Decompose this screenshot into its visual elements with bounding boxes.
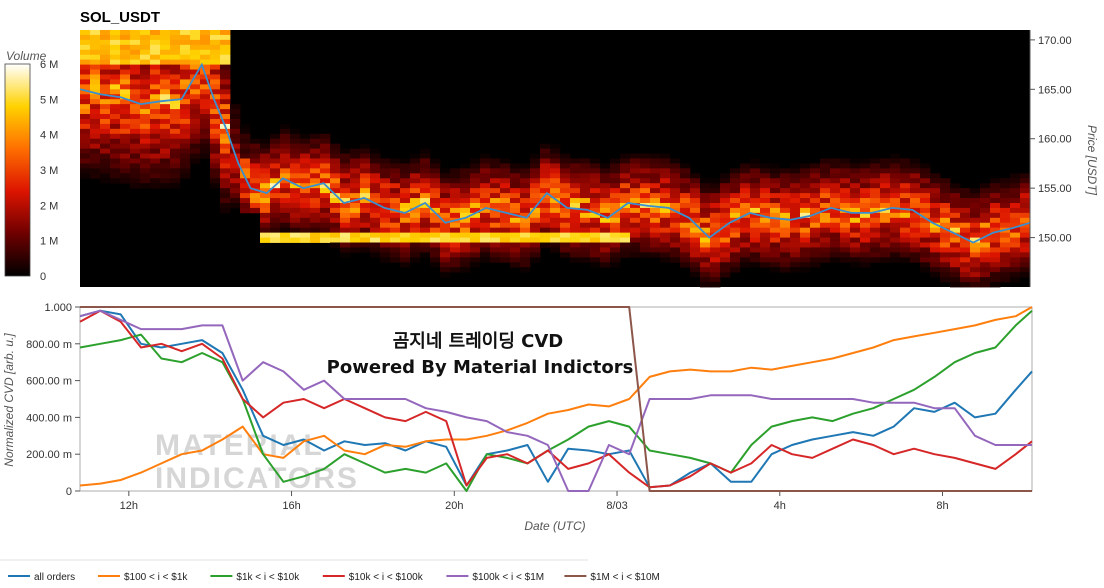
cvd-x-axis-label: Date (UTC) bbox=[524, 519, 585, 533]
price-tick-label: 150.00 bbox=[1038, 233, 1072, 245]
colorbar-tick-label: 0 bbox=[40, 271, 46, 283]
cvd-y-tick-label: 600.00 m bbox=[26, 376, 72, 388]
chart-title: SOL_USDT bbox=[80, 9, 160, 26]
legend: all orders $100 < i < $1k $1k < i < $10k $1… bbox=[0, 559, 660, 583]
colorbar-tick-label: 1 M bbox=[40, 236, 58, 248]
price-axis-label: Price [USDT] bbox=[1085, 125, 1099, 196]
legend-item: $10k < i < $100k bbox=[349, 572, 424, 583]
cvd-y-tick-label: 200.00 m bbox=[26, 449, 72, 461]
colorbar-gradient bbox=[4, 63, 31, 277]
heatmap-panel: 150.00 155.00 160.00 165.00 170.00 bbox=[79, 30, 1072, 288]
colorbar-label: Volume bbox=[6, 49, 47, 63]
annotation-line: Powered By Material Indictors bbox=[327, 357, 634, 378]
cvd-y-tick-label: 400.00 m bbox=[26, 412, 72, 424]
watermark-line: MATERIAL bbox=[155, 429, 324, 462]
legend-item: $100k < i < $1M bbox=[472, 572, 544, 583]
cvd-x-tick-label: 4h bbox=[774, 500, 786, 512]
cvd-y-tick-label: 0 bbox=[66, 486, 72, 498]
volume-colorbar: 0 1 M 2 M 3 M 4 M 5 M 6 M bbox=[4, 59, 58, 283]
price-line bbox=[79, 62, 1031, 244]
watermark-line: INDICATORS bbox=[155, 462, 359, 495]
cvd-x-tick-label: 20h bbox=[445, 500, 463, 512]
series-line bbox=[80, 306, 1032, 492]
colorbar-tick-label: 5 M bbox=[40, 94, 58, 106]
colorbar-tick-label: 4 M bbox=[40, 130, 58, 142]
colorbar-tick-label: 2 M bbox=[40, 200, 58, 212]
cvd-x-tick-label: 8h bbox=[936, 500, 948, 512]
cvd-x-tick-label: 12h bbox=[120, 500, 138, 512]
cvd-axis-label: Normalized CVD [arb. u.] bbox=[2, 333, 16, 467]
legend-item: $100 < i < $1k bbox=[124, 572, 188, 583]
heatmap-cells bbox=[80, 30, 1031, 288]
series-line bbox=[79, 309, 1032, 492]
legend-item: $1M < i < $10M bbox=[590, 572, 659, 583]
colorbar-tick-label: 6 M bbox=[40, 59, 58, 71]
legend-item: $1k < i < $10k bbox=[236, 572, 300, 583]
cvd-x-tick-label: 16h bbox=[282, 500, 300, 512]
price-tick-label: 170.00 bbox=[1038, 35, 1072, 47]
annotation-line: 곰지네 트레이딩 CVD bbox=[393, 331, 564, 352]
price-tick-label: 155.00 bbox=[1038, 183, 1072, 195]
series-line bbox=[79, 309, 1033, 489]
colorbar-tick-label: 3 M bbox=[40, 165, 58, 177]
legend-item: all orders bbox=[34, 572, 75, 583]
cvd-x-tick-label: 8/03 bbox=[606, 500, 627, 512]
price-tick-label: 165.00 bbox=[1038, 84, 1072, 96]
cvd-y-tick-label: 1.000 bbox=[44, 302, 72, 314]
price-tick-label: 160.00 bbox=[1038, 134, 1072, 146]
cvd-y-tick-label: 800.00 m bbox=[26, 339, 72, 351]
series-line bbox=[79, 309, 1033, 489]
series-line bbox=[79, 306, 1033, 487]
